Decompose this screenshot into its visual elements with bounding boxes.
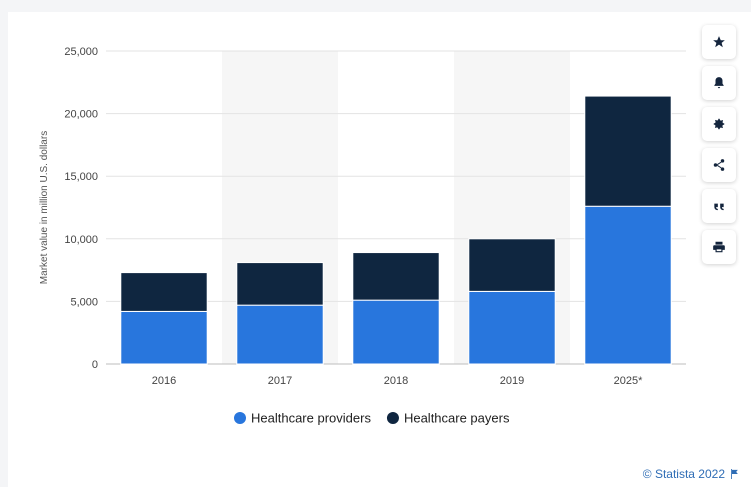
bar-payers <box>120 272 208 312</box>
star-icon <box>713 36 725 48</box>
stacked-bar-chart: 0 5,000 10,000 15,000 20,000 25,000 Market val… <box>39 46 686 426</box>
bar-providers <box>352 299 440 365</box>
y-tick-label: 15,000 <box>64 171 98 183</box>
x-tick-label: 2025* <box>614 375 643 387</box>
share-button[interactable] <box>702 148 736 182</box>
y-tick-label: 0 <box>92 359 98 371</box>
bar-payers <box>468 238 556 292</box>
bar-payers <box>584 95 672 207</box>
bar-providers <box>468 290 556 365</box>
statista-credit[interactable]: © Statista 2022 <box>643 467 739 481</box>
cite-button[interactable] <box>702 189 736 223</box>
print-icon <box>713 241 725 253</box>
bar-payers <box>236 262 324 306</box>
bell-icon <box>714 77 724 89</box>
legend-label: Healthcare payers <box>404 411 510 426</box>
favorite-button[interactable] <box>702 25 736 59</box>
bar-providers <box>120 310 208 365</box>
bar-providers <box>584 205 672 365</box>
chart-toolbar <box>702 25 736 271</box>
quote-icon <box>714 203 724 211</box>
y-tick-label: 10,000 <box>64 234 98 246</box>
flag-icon <box>731 469 738 479</box>
legend-label: Healthcare providers <box>251 411 371 426</box>
y-tick-label: 5,000 <box>70 296 98 308</box>
credit-text[interactable]: © Statista 2022 <box>642 467 725 481</box>
x-tick-label: 2016 <box>152 375 176 387</box>
x-tick-label: 2019 <box>500 375 524 387</box>
x-tick-label: 2017 <box>268 375 292 387</box>
settings-button[interactable] <box>702 107 736 141</box>
gear-icon <box>713 118 725 130</box>
notification-button[interactable] <box>702 66 736 100</box>
legend-marker <box>234 412 246 424</box>
print-button[interactable] <box>702 230 736 264</box>
y-tick-label: 25,000 <box>64 46 98 58</box>
y-tick-label: 20,000 <box>64 109 98 121</box>
chart-card: 0 5,000 10,000 15,000 20,000 25,000 Market val… <box>8 12 751 487</box>
bar-providers <box>236 304 324 365</box>
legend-marker <box>386 412 399 424</box>
x-tick-label: 2018 <box>384 375 408 387</box>
bar-payers <box>352 252 440 301</box>
share-icon <box>713 159 725 171</box>
y-axis-label: Market value in million U.S. dollars <box>39 131 50 284</box>
